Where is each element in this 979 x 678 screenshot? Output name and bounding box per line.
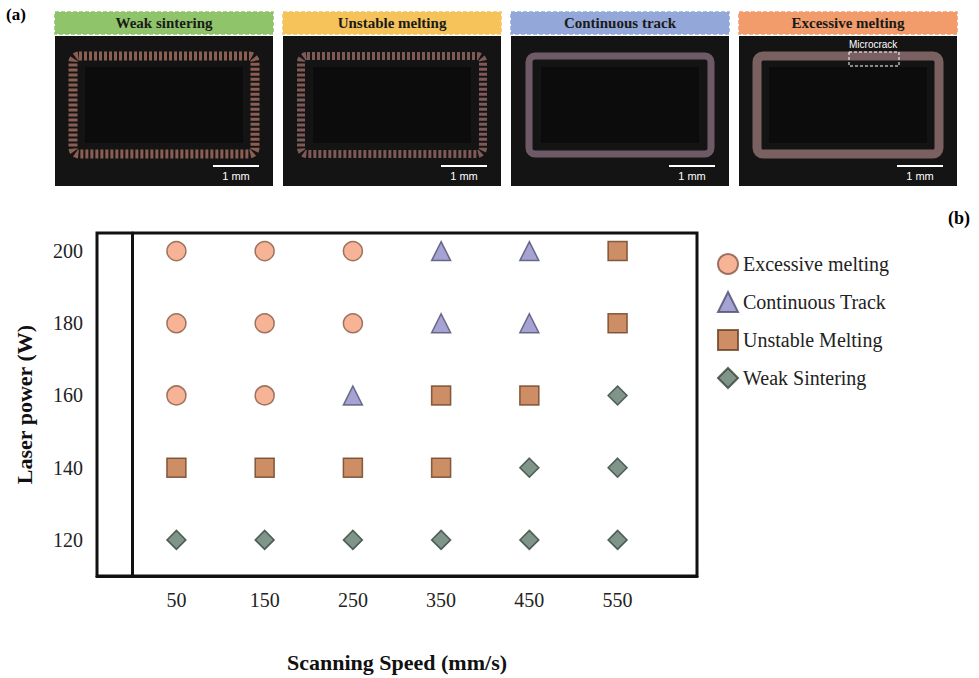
svg-text:250: 250: [338, 589, 368, 611]
svg-text:450: 450: [514, 589, 544, 611]
svg-text:Microcrack: Microcrack: [849, 39, 898, 50]
svg-text:Laser power (W): Laser power (W): [12, 325, 37, 484]
svg-text:1 mm: 1 mm: [678, 170, 706, 182]
svg-text:1 mm: 1 mm: [450, 170, 478, 182]
svg-text:Weak Sintering: Weak Sintering: [743, 367, 866, 390]
svg-text:1 mm: 1 mm: [222, 170, 250, 182]
svg-text:Excessive melting: Excessive melting: [743, 253, 889, 276]
svg-text:550: 550: [603, 589, 633, 611]
svg-text:150: 150: [250, 589, 280, 611]
svg-text:Scanning Speed (mm/s): Scanning Speed (mm/s): [287, 650, 507, 675]
svg-text:120: 120: [53, 529, 83, 551]
svg-text:1 mm: 1 mm: [906, 170, 934, 182]
svg-text:50: 50: [166, 589, 186, 611]
svg-text:140: 140: [53, 457, 83, 479]
svg-text:160: 160: [53, 384, 83, 406]
svg-text:(a): (a): [6, 5, 26, 24]
svg-text:Excessive melting: Excessive melting: [792, 15, 905, 31]
svg-text:Weak sintering: Weak sintering: [115, 15, 213, 31]
svg-text:Unstable Melting: Unstable Melting: [743, 329, 882, 352]
svg-text:180: 180: [53, 312, 83, 334]
svg-text:Unstable melting: Unstable melting: [338, 15, 447, 31]
svg-text:(b): (b): [948, 208, 970, 229]
svg-text:200: 200: [53, 240, 83, 262]
svg-text:350: 350: [426, 589, 456, 611]
svg-text:Continuous track: Continuous track: [564, 15, 677, 31]
svg-text:Continuous Track: Continuous Track: [743, 291, 886, 313]
